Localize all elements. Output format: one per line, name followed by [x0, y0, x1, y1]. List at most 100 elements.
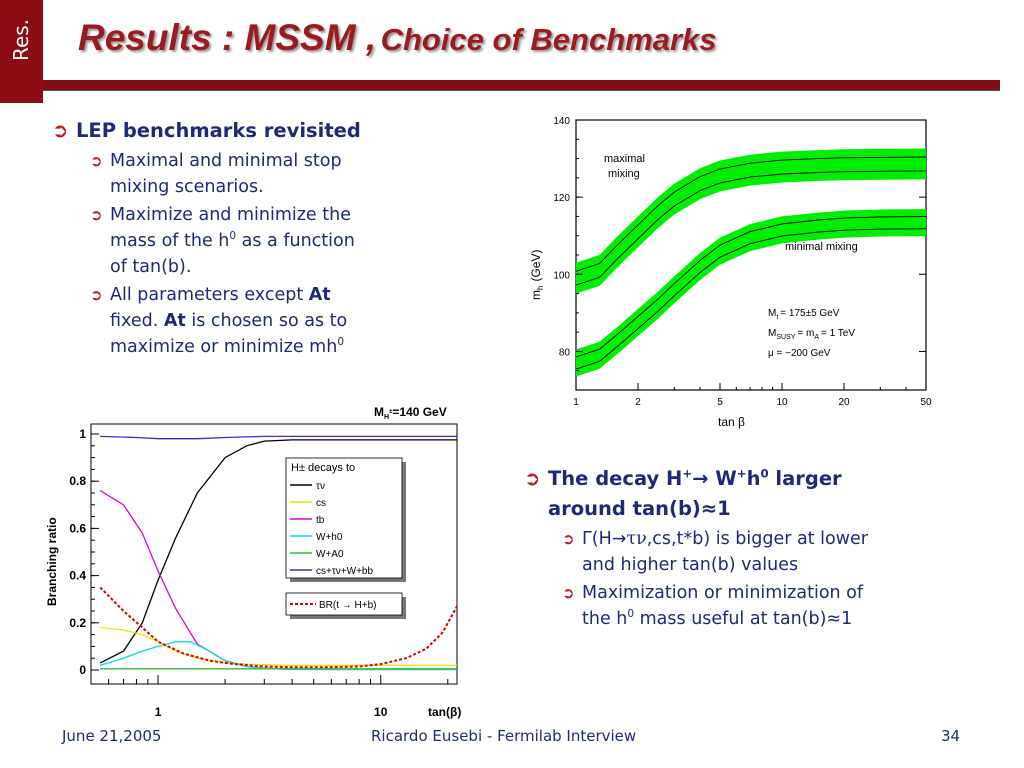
br-header-subsup: ± — [389, 409, 393, 415]
sub-bullet-mixing: ➲ Maximal and minimal stop mixing scenar… — [90, 148, 492, 200]
footer-page-number: 34 — [941, 727, 961, 745]
params-at-2: At — [163, 311, 186, 331]
br-header-sub: H — [384, 414, 389, 421]
footer-date: June 21,2005 — [62, 727, 162, 745]
br-ytick-label: 0.6 — [69, 521, 86, 535]
maximize-line2-post: as a function — [236, 231, 355, 251]
mass-xtick-label: 10 — [776, 397, 788, 408]
br-ytick-label: 1 — [79, 427, 86, 441]
title-part1: Results : MSSM , — [78, 17, 377, 58]
gamma-pre: Γ(H→ — [582, 529, 627, 549]
br-ytick-label: 0.2 — [69, 616, 86, 630]
maximize-line1: Maximize and minimize the — [110, 205, 351, 225]
br-curve-0 — [99, 439, 457, 664]
param-ma-sub: A — [814, 334, 819, 341]
maximization-line2-post: mass useful at tan(b)≈1 — [634, 609, 853, 629]
arrow-bullet-icon: ➲ — [90, 206, 103, 224]
mass-ytick-label: 140 — [553, 116, 570, 127]
maximize-line2: mass of the h — [110, 231, 230, 251]
legend2-label: BR(t → H+b) — [319, 600, 377, 611]
mass-ylabel-m: m — [529, 290, 543, 300]
branching-ratio-plot: MH±=140 GeV 1 0.8 0.6 0.4 0.2 0 1 10 Branching … — [45, 405, 461, 719]
arrow-bullet-icon: ➲ — [90, 152, 103, 170]
mass-band-maximal — [576, 148, 926, 294]
arrow-bullet-icon: ➲ — [52, 119, 69, 142]
params-line2: fixed. — [110, 311, 164, 331]
left-bullets: ➲ LEP benchmarks revisited ➲ Maximal and… — [52, 116, 492, 360]
decay-w: W — [708, 467, 737, 490]
decay-line2: around tan(b)≈1 — [548, 497, 731, 520]
sup-zero: 0 — [627, 608, 635, 621]
mass-curve-maximal-1 — [575, 156, 927, 272]
mass-xlabel: tan β — [718, 415, 745, 429]
slide-title: Results : MSSM , Choice of Benchmarks — [78, 17, 717, 59]
gamma-tau: τν — [626, 529, 647, 549]
bullet-lep-text: LEP benchmarks revisited — [76, 119, 361, 142]
br-header-m: M — [374, 405, 384, 419]
arrow-bullet-icon: ➲ — [562, 530, 575, 548]
mass-ylabel-unit: (GeV) — [529, 250, 543, 282]
svg-text:Mt= 175±5 GeV: Mt = 175±5 GeV — [768, 308, 840, 321]
arrow-bullet-icon: ➲ — [562, 584, 575, 602]
bullet-lep: ➲ LEP benchmarks revisited — [52, 116, 492, 146]
sub-bullet-gamma: ➲ Γ(H→τν,cs,t*b) is bigger at lower and … — [562, 526, 1004, 578]
maximization-line2: the h — [582, 609, 628, 629]
sub-bullet-parameters: ➲ All parameters except At fixed. At is … — [90, 282, 492, 360]
mass-ytick-label: 100 — [553, 270, 570, 281]
br-xtick-label: 1 — [155, 705, 162, 719]
mass-xtick-label: 1 — [573, 397, 579, 408]
br-ytick-label: 0.8 — [69, 474, 86, 488]
br-header-value: =140 GeV — [392, 405, 446, 419]
mass-ylabel: mh (GeV) — [529, 250, 545, 300]
label-maximal: maximal — [604, 153, 645, 165]
br-xlabel: tan(β) — [428, 705, 461, 719]
decay-post: larger — [768, 467, 842, 490]
br-curve-3 — [100, 641, 457, 671]
legend2-box — [285, 592, 403, 616]
mass-ylabel-sub: h — [536, 286, 545, 290]
mass-xtick-label: 2 — [635, 397, 641, 408]
mass-xtick-label: 20 — [838, 397, 850, 408]
label-minimal-mixing: minimal mixing — [785, 241, 858, 253]
br-ytick-label: 0.4 — [69, 569, 86, 583]
bullet-decay: ➲ The decay H+→ W+h0 larger around tan(b… — [524, 464, 1004, 524]
param-mt: M — [768, 308, 776, 319]
legend-label: tb — [316, 515, 325, 526]
mass-ytick-label: 80 — [559, 347, 571, 358]
maximization-line1: Maximization or minimization of — [582, 583, 864, 603]
mass-band-minimal — [576, 209, 926, 377]
legend-label: cs — [316, 498, 326, 509]
param-ma-value: = 1 TeV — [821, 328, 855, 339]
decay-arrow: → — [692, 467, 709, 490]
param-msusy-sub: SUSY — [776, 334, 795, 341]
footer-center: Ricardo Eusebi - Fermilab Interview — [371, 727, 637, 745]
mixing-line1: Maximal and minimal stop — [110, 151, 342, 171]
section-tab: Res. — [0, 0, 43, 103]
section-tab-label: Res. — [9, 18, 33, 62]
sup-zero: 0 — [760, 466, 769, 481]
gamma-post: ,cs,t*b) is bigger at lower — [646, 529, 868, 549]
param-ma: = m — [797, 328, 814, 339]
title-rule — [43, 78, 1000, 90]
legend-label: W+h0 — [316, 532, 343, 543]
arrow-bullet-icon: ➲ — [90, 286, 103, 304]
arrow-bullet-icon: ➲ — [524, 467, 541, 490]
label-mixing: mixing — [608, 168, 640, 180]
legend-label: W+A0 — [316, 549, 344, 560]
params-line1: All parameters except — [110, 285, 309, 305]
title-part2: Choice of Benchmarks — [380, 22, 717, 57]
legend-label: cs+τν+W+bb — [316, 566, 373, 577]
decay-text: The decay H — [548, 467, 683, 490]
br-curve-5 — [100, 435, 457, 440]
mass-xtick-label: 5 — [717, 397, 723, 408]
params-line3: maximize or minimize mh — [110, 337, 338, 357]
param-mt-value: = 175±5 GeV — [780, 308, 839, 319]
sup-zero: 0 — [337, 336, 344, 349]
maximize-line3: of tan(b). — [110, 257, 192, 277]
sup-zero: 0 — [229, 230, 237, 243]
mass-curve-maximal-0 — [575, 170, 927, 286]
svg-text:MSUSY= mA= 1 TeV: MSUSY = mA = 1 TeV — [768, 328, 855, 341]
br-ytick-label: 0 — [79, 663, 86, 677]
param-mu: μ = −200 GeV — [768, 348, 831, 359]
sub-bullet-maximization: ➲ Maximization or minimization of the h0… — [562, 580, 1004, 632]
